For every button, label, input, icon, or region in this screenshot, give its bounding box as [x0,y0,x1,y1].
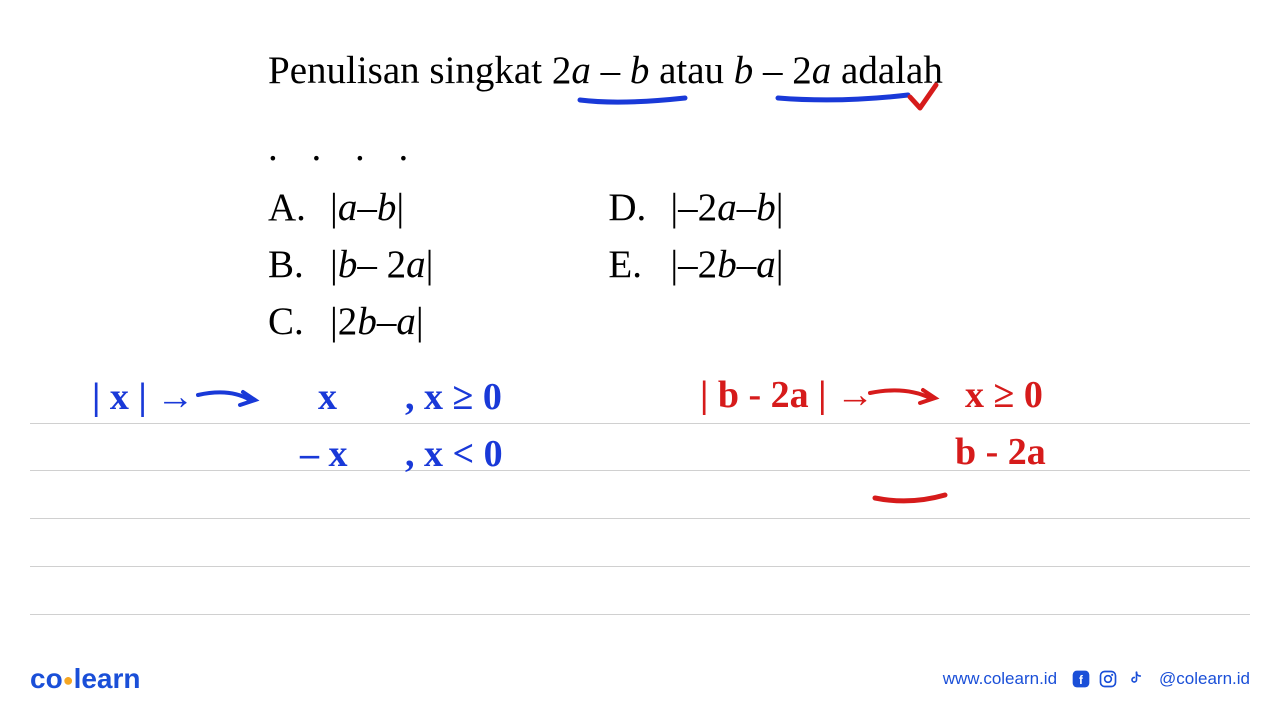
opt-e-v1: b [717,242,737,287]
opt-a-pre: | [330,185,338,230]
logo-co: co [30,663,63,694]
notebook-line [30,518,1250,519]
opt-a-post: | [396,185,404,230]
notebook-line [30,614,1250,615]
q-e1a: 2 [552,49,572,92]
blue-arrow-icon [198,392,255,405]
options-col-right: D. |–2a – b| E. |–2b – a| [608,185,783,344]
option-d: D. |–2a – b| [608,185,783,230]
opt-b-v2: a [406,242,426,287]
q-e2op: – [753,49,792,92]
option-a: A. |a – b| [268,185,433,230]
opt-a-v2: b [377,185,397,230]
notebook-line [30,566,1250,567]
opt-b-v1: b [338,242,358,287]
opt-e-letter: E. [608,242,670,287]
opt-a-letter: A. [268,185,330,230]
q-e2b: 2 [792,49,812,92]
question-dots: . . . . [268,125,1068,170]
opt-c-pre: |2 [330,299,357,344]
hw-red-abs: | b - 2a | → [700,373,874,417]
q-suffix: adalah [831,49,943,92]
q-e1v2: b [630,49,650,92]
footer: co●learn www.colearn.id f @colearn.id [0,663,1280,695]
opt-c-v1: b [357,299,377,344]
q-e1op: – [591,49,630,92]
opt-d-v2: b [756,185,776,230]
hw-blue-abs-x: | x | → [92,375,194,419]
social-icons: f [1071,669,1145,689]
opt-b-pre: | [330,242,338,287]
opt-d-op: – [737,185,757,230]
hw-red-expr: b - 2a [955,430,1046,474]
notebook-line [30,470,1250,471]
option-e: E. |–2b – a| [608,242,783,287]
opt-d-v1: a [717,185,737,230]
opt-e-pre: |–2 [670,242,717,287]
facebook-icon[interactable]: f [1071,669,1091,689]
footer-right: www.colearn.id f @colearn.id [943,669,1250,689]
opt-d-pre: |–2 [670,185,717,230]
footer-url[interactable]: www.colearn.id [943,669,1057,689]
opt-c-letter: C. [268,299,330,344]
hw-blue-negx: – x [300,432,348,476]
opt-b-op: – 2 [357,242,406,287]
opt-c-v2: a [396,299,416,344]
red-curve [875,495,945,501]
hw-blue-x: x [318,375,337,419]
option-c: C. |2b – a| [268,299,433,344]
q-e2v1: b [734,49,754,92]
notebook-line [30,423,1250,424]
instagram-icon[interactable] [1098,669,1118,689]
tiktok-icon[interactable] [1125,669,1145,689]
opt-e-op: – [737,242,757,287]
footer-handle[interactable]: @colearn.id [1159,669,1250,689]
opt-e-v2: a [756,242,776,287]
red-arrow-icon [870,390,935,403]
opt-e-post: | [776,242,784,287]
opt-a-v1: a [338,185,358,230]
opt-d-letter: D. [608,185,670,230]
q-e2v2: a [812,49,832,92]
brand-logo: co●learn [30,663,141,695]
q-prefix: Penulisan singkat [268,49,552,92]
logo-dot-icon: ● [63,670,74,690]
option-b: B. |b – 2a| [268,242,433,287]
q-e1v1: a [571,49,591,92]
question-block: Penulisan singkat 2a – b atau b – 2a ada… [268,48,1068,344]
logo-learn: learn [74,663,141,694]
hw-blue-xlt0: , x < 0 [405,432,503,476]
svg-text:f: f [1079,674,1083,687]
q-mid: atau [649,49,733,92]
opt-a-op: – [357,185,377,230]
options-container: A. |a – b| B. |b – 2a| C. |2b – a| D. |–… [268,185,1068,344]
question-text: Penulisan singkat 2a – b atau b – 2a ada… [268,48,1068,95]
opt-d-post: | [776,185,784,230]
opt-c-op: – [377,299,397,344]
hw-red-xge0: x ≥ 0 [965,373,1043,417]
opt-c-post: | [416,299,424,344]
options-col-left: A. |a – b| B. |b – 2a| C. |2b – a| [268,185,433,344]
hw-blue-xge0: , x ≥ 0 [405,375,502,419]
opt-b-letter: B. [268,242,330,287]
opt-b-post: | [426,242,434,287]
